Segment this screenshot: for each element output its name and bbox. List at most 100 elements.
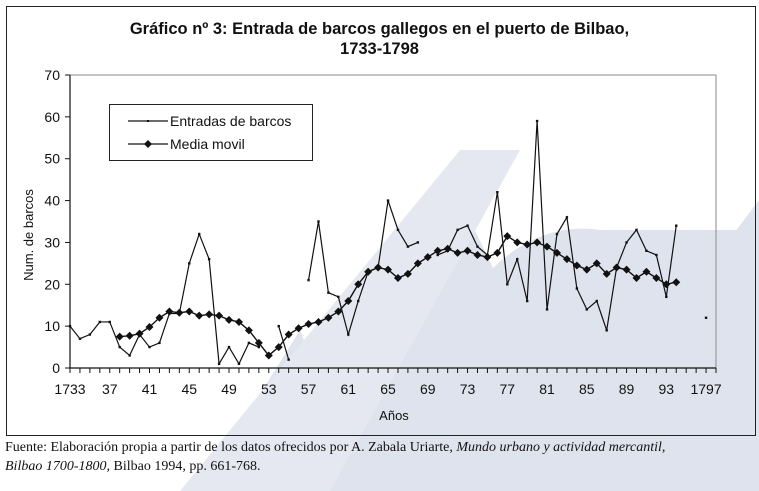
chart-legend: Entradas de barcos Media movil [109, 104, 313, 161]
series-line [307, 200, 419, 337]
series-line [437, 121, 677, 331]
data-point-diamond [374, 263, 383, 272]
data-point-diamond [294, 324, 303, 333]
y-axis-label: Num. de barcos [21, 189, 36, 281]
y-tick-label: 40 [44, 193, 60, 209]
data-point-diamond [672, 278, 681, 287]
data-point [675, 224, 678, 227]
data-point [575, 287, 579, 290]
data-point-diamond [244, 326, 253, 335]
data-point-diamond [165, 307, 174, 316]
data-point-diamond [602, 269, 611, 278]
data-point [625, 241, 628, 244]
data-point [317, 220, 320, 223]
x-tick-label: 37 [102, 381, 118, 397]
data-point-diamond [543, 242, 552, 251]
data-point-diamond [513, 238, 522, 247]
data-point [516, 257, 519, 261]
data-point-diamond [473, 250, 482, 259]
data-point-diamond [463, 246, 472, 255]
data-point-diamond [135, 329, 144, 338]
data-point-diamond [254, 338, 263, 347]
data-point [247, 341, 251, 345]
data-point [357, 299, 360, 303]
series-entradas [68, 119, 708, 366]
data-point-diamond [612, 263, 621, 272]
legend-diamond-line-icon [128, 140, 168, 148]
legend-item-media: Media movil [110, 134, 245, 154]
x-tick-label: 69 [420, 381, 436, 397]
data-point [635, 228, 638, 232]
data-point-diamond [572, 261, 581, 270]
data-point [665, 295, 668, 299]
footnote-book-subtitle: Bilbao 1700-1800, [5, 459, 110, 474]
data-point [555, 232, 559, 236]
data-point [655, 253, 658, 257]
data-point-diamond [225, 315, 234, 324]
data-point [704, 316, 708, 319]
x-tick-label: 85 [579, 381, 595, 397]
watermark-shape [540, 200, 759, 491]
data-point [406, 245, 410, 248]
data-point [347, 333, 350, 336]
data-point [188, 262, 191, 265]
data-point [545, 308, 549, 311]
x-tick-label: 93 [659, 381, 675, 397]
data-point-diamond [155, 313, 164, 322]
x-tick-label: 49 [221, 381, 237, 397]
data-point [217, 362, 221, 366]
data-point [396, 228, 400, 232]
legend-label: Entradas de barcos [170, 113, 292, 129]
data-point [466, 224, 469, 227]
data-point [68, 324, 72, 328]
data-point [595, 299, 598, 303]
data-point-diamond [393, 274, 402, 283]
x-tick-label: 45 [181, 381, 197, 397]
legend-label: Media movil [170, 136, 245, 152]
data-point-diamond [284, 330, 293, 339]
y-tick-label: 0 [52, 360, 60, 376]
y-tick-label: 10 [44, 318, 60, 334]
series-media-movil [115, 232, 681, 360]
data-point-diamond [453, 248, 462, 257]
data-point-diamond [503, 232, 512, 241]
data-point [645, 249, 648, 252]
data-point-diamond [652, 274, 661, 283]
data-point [337, 295, 340, 299]
data-point [605, 329, 608, 332]
data-point-diamond [205, 310, 214, 319]
data-point-diamond [364, 267, 373, 276]
data-point-diamond [423, 253, 432, 262]
source-footnote: Fuente: Elaboración propia a partir de l… [5, 438, 755, 476]
chart-subtitle: 1733-1798 [340, 40, 419, 58]
x-tick-label: 89 [619, 381, 635, 397]
data-point [198, 232, 201, 236]
x-tick-label: 53 [261, 381, 277, 397]
legend-item-entradas: Entradas de barcos [110, 111, 291, 131]
data-point-diamond [234, 317, 243, 326]
data-point-diamond [195, 311, 204, 320]
series-line [278, 325, 290, 360]
data-point-diamond [175, 308, 184, 317]
data-point-diamond [582, 265, 591, 274]
data-point [277, 324, 280, 328]
data-point-diamond [125, 331, 134, 340]
data-point-diamond [632, 274, 641, 283]
data-point [476, 245, 479, 248]
data-point [436, 253, 439, 257]
x-tick-label: 61 [340, 381, 356, 397]
data-point [525, 299, 529, 303]
x-tick-label: 41 [142, 381, 158, 397]
data-point-diamond [215, 311, 224, 320]
data-point [118, 345, 121, 349]
data-point-diamond [443, 244, 452, 253]
x-tick-label: 77 [500, 381, 516, 397]
y-tick-label: 30 [44, 234, 60, 250]
data-point [237, 362, 241, 366]
chart-title: Gráfico nº 3: Entrada de barcos gallegos… [129, 20, 630, 38]
data-point-diamond [304, 320, 313, 329]
data-point [148, 345, 151, 349]
x-tick-label: 57 [301, 381, 317, 397]
data-point [227, 345, 231, 349]
